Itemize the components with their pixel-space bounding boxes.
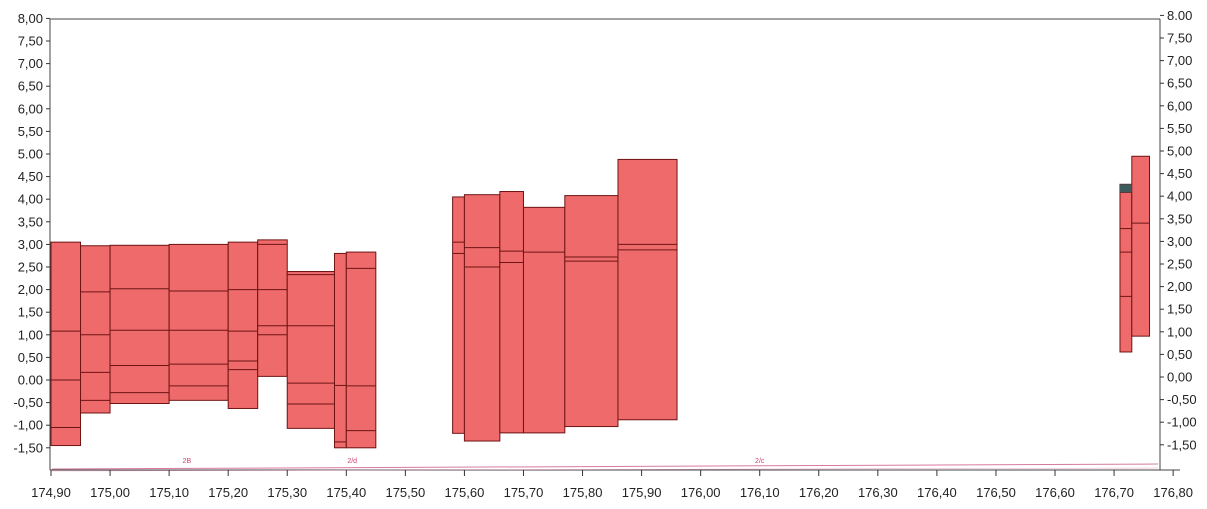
- y-right-tick-label: 5,00: [1167, 144, 1192, 159]
- y-left-tick-label: 3,50: [18, 214, 43, 229]
- depth-column-bar: [80, 245, 111, 414]
- x-tick-label: 175,50: [385, 485, 425, 500]
- depth-column-bar: [564, 195, 619, 428]
- y-right-tick-label: -1,50: [1167, 437, 1197, 452]
- y-right-tick-label: 1,50: [1167, 302, 1192, 317]
- depth-column-bar: [1131, 155, 1151, 337]
- depth-column-bar: [168, 243, 229, 401]
- depth-column-bar: [499, 191, 524, 434]
- y-right-tick-label: 4,50: [1167, 166, 1192, 181]
- x-tick-label: 175,90: [622, 485, 662, 500]
- x-tick-label: 175,40: [326, 485, 366, 500]
- y-left-tick-label: 2,50: [18, 260, 43, 275]
- y-right-tick-label: 0,50: [1167, 347, 1192, 362]
- x-tick-label: 176,30: [858, 485, 898, 500]
- zone-label: 2/d: [347, 458, 357, 465]
- zone-line: [51, 467, 1159, 472]
- x-tick-label: 176,60: [1035, 485, 1075, 500]
- y-right-tick-label: -0,50: [1167, 392, 1197, 407]
- x-tick-label: 176,50: [976, 485, 1016, 500]
- y-right-tick-label: 7,50: [1167, 31, 1192, 46]
- x-tick-label: 175,10: [149, 485, 189, 500]
- y-left-tick-label: -1,00: [13, 418, 43, 433]
- y-right-tick-label: 8.00: [1167, 8, 1192, 23]
- y-right-tick-label: -1,00: [1167, 415, 1197, 430]
- x-tick-label: 175,70: [504, 485, 544, 500]
- y-left-tick-label: 6,00: [18, 101, 43, 116]
- y-left-tick-label: 1,50: [18, 305, 43, 320]
- y-left-tick-label: -0,50: [13, 395, 43, 410]
- depth-column-bar: [109, 244, 170, 405]
- depth-column-bar: [522, 206, 566, 434]
- zone-label: 2/c: [755, 458, 765, 465]
- x-tick-label: 176,70: [1094, 485, 1134, 500]
- x-tick-label: 176,40: [917, 485, 957, 500]
- y-left-tick-label: 2,00: [18, 282, 43, 297]
- y-left-tick-label: 7,00: [18, 56, 43, 71]
- y-left-tick-label: 0.00: [18, 373, 43, 388]
- depth-column-bar: [345, 251, 377, 449]
- y-right-tick-label: 6,00: [1167, 98, 1192, 113]
- top-marker: [1119, 184, 1132, 193]
- y-right-tick-label: 4,00: [1167, 189, 1192, 204]
- x-tick-label: 175,80: [563, 485, 603, 500]
- x-tick-label: 176,00: [681, 485, 721, 500]
- zone-layer: 2B 2/d 2/c: [51, 458, 1159, 472]
- bars-layer: [50, 155, 1151, 449]
- y-right-tick-label: 5,50: [1167, 121, 1192, 136]
- y-left-tick-label: 3,00: [18, 237, 43, 252]
- y-left-tick-label: 6,50: [18, 79, 43, 94]
- depth-column-bar: [617, 158, 678, 421]
- y-right-tick-label: 2,00: [1167, 279, 1192, 294]
- y-right-tick-label: 3,00: [1167, 234, 1192, 249]
- y-right-tick-label: 1,00: [1167, 324, 1192, 339]
- y-left-tick-label: 0,50: [18, 350, 43, 365]
- marker-layer: [1119, 184, 1132, 193]
- y-left-tick-label: 4,50: [18, 169, 43, 184]
- y-left-tick-label: -1,50: [13, 440, 43, 455]
- x-tick-label: 175,60: [445, 485, 485, 500]
- x-tick-label: 175,30: [267, 485, 307, 500]
- y-left-tick-label: 1,00: [18, 327, 43, 342]
- y-axis-left: 8,00 7,50 7,00 6,50 6,00 5,50 5.00 4,50 4,00 3,50…: [13, 11, 50, 455]
- y-left-tick-label: 8,00: [18, 11, 43, 26]
- depth-column-bar: [286, 271, 335, 429]
- x-tick-label: 176,20: [799, 485, 839, 500]
- zone-line: [51, 463, 1159, 470]
- depth-column-bar: [333, 252, 347, 449]
- depth-column-bar: [463, 194, 501, 442]
- y-left-tick-label: 5,50: [18, 124, 43, 139]
- depth-column-bar: [227, 241, 259, 409]
- y-right-tick-label: 3,50: [1167, 211, 1192, 226]
- x-tick-label: 176,80: [1153, 485, 1193, 500]
- y-left-tick-label: 7,50: [18, 34, 43, 49]
- zone-label: 2B: [183, 458, 192, 465]
- plot-frame: [49, 18, 1180, 471]
- y-right-tick-label: 6,50: [1167, 76, 1192, 91]
- x-tick-label: 174,90: [31, 485, 71, 500]
- y-right-tick-label: 0,00: [1167, 370, 1192, 385]
- y-axis-right: 8.00 7,50 7,00 6,50 6,00 5,50 5,00 4,50 4,00 3,50…: [1160, 8, 1197, 452]
- x-tick-label: 176,10: [740, 485, 780, 500]
- depth-column-bar: [1119, 183, 1133, 353]
- x-tick-label: 175,20: [208, 485, 248, 500]
- depth-column-bar: [452, 196, 465, 434]
- y-left-tick-label: 4,00: [18, 192, 43, 207]
- y-right-tick-label: 7,00: [1167, 53, 1192, 68]
- y-right-tick-label: 2,50: [1167, 257, 1192, 272]
- x-tick-label: 175,00: [90, 485, 130, 500]
- y-left-tick-label: 5.00: [18, 147, 43, 162]
- x-axis: 174,90 175,00 175,10 175,20 175,30 175,40 175,…: [31, 470, 1193, 500]
- depth-column-bar: [257, 239, 288, 377]
- depth-column-bar: [50, 241, 82, 447]
